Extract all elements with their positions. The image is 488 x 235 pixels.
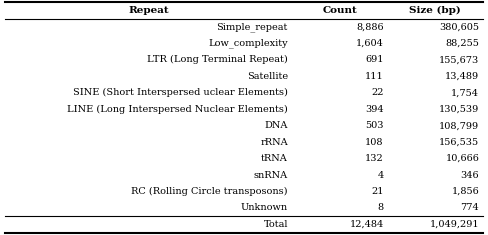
Text: 12,484: 12,484 [349,220,384,229]
Text: 108: 108 [365,138,384,147]
Text: 108,799: 108,799 [439,121,479,130]
Text: Count: Count [322,6,357,15]
Text: 155,673: 155,673 [439,55,479,64]
Text: 10,666: 10,666 [446,154,479,163]
Text: 691: 691 [365,55,384,64]
Text: 130,539: 130,539 [439,105,479,114]
Text: 1,856: 1,856 [451,187,479,196]
Text: DNA: DNA [264,121,288,130]
Text: 8: 8 [378,204,384,212]
Text: 774: 774 [461,204,479,212]
Text: 1,754: 1,754 [451,88,479,97]
Text: 8,886: 8,886 [356,23,384,31]
Text: snRNA: snRNA [254,171,288,180]
Text: Low_complexity: Low_complexity [208,39,288,48]
Text: LTR (Long Terminal Repeat): LTR (Long Terminal Repeat) [147,55,288,64]
Text: 1,604: 1,604 [356,39,384,48]
Text: 1,049,291: 1,049,291 [429,220,479,229]
Text: 22: 22 [371,88,384,97]
Text: 503: 503 [365,121,384,130]
Text: RC (Rolling Circle transposons): RC (Rolling Circle transposons) [131,187,288,196]
Text: SINE (Short Interspersed uclear Elements): SINE (Short Interspersed uclear Elements… [73,88,288,97]
Text: 156,535: 156,535 [439,138,479,147]
Text: 21: 21 [371,187,384,196]
Text: Size (bp): Size (bp) [409,6,461,15]
Text: 394: 394 [365,105,384,114]
Text: tRNA: tRNA [261,154,288,163]
Text: 346: 346 [461,171,479,180]
Text: 132: 132 [365,154,384,163]
Text: 13,489: 13,489 [445,72,479,81]
Text: Simple_repeat: Simple_repeat [217,22,288,32]
Text: Total: Total [264,220,288,229]
Text: 4: 4 [377,171,384,180]
Text: LINE (Long Interspersed Nuclear Elements): LINE (Long Interspersed Nuclear Elements… [67,105,288,114]
Text: 380,605: 380,605 [439,23,479,31]
Text: Repeat: Repeat [128,6,169,15]
Text: rRNA: rRNA [261,138,288,147]
Text: 111: 111 [365,72,384,81]
Text: Satellite: Satellite [247,72,288,81]
Text: Unknown: Unknown [241,204,288,212]
Text: 88,255: 88,255 [446,39,479,48]
